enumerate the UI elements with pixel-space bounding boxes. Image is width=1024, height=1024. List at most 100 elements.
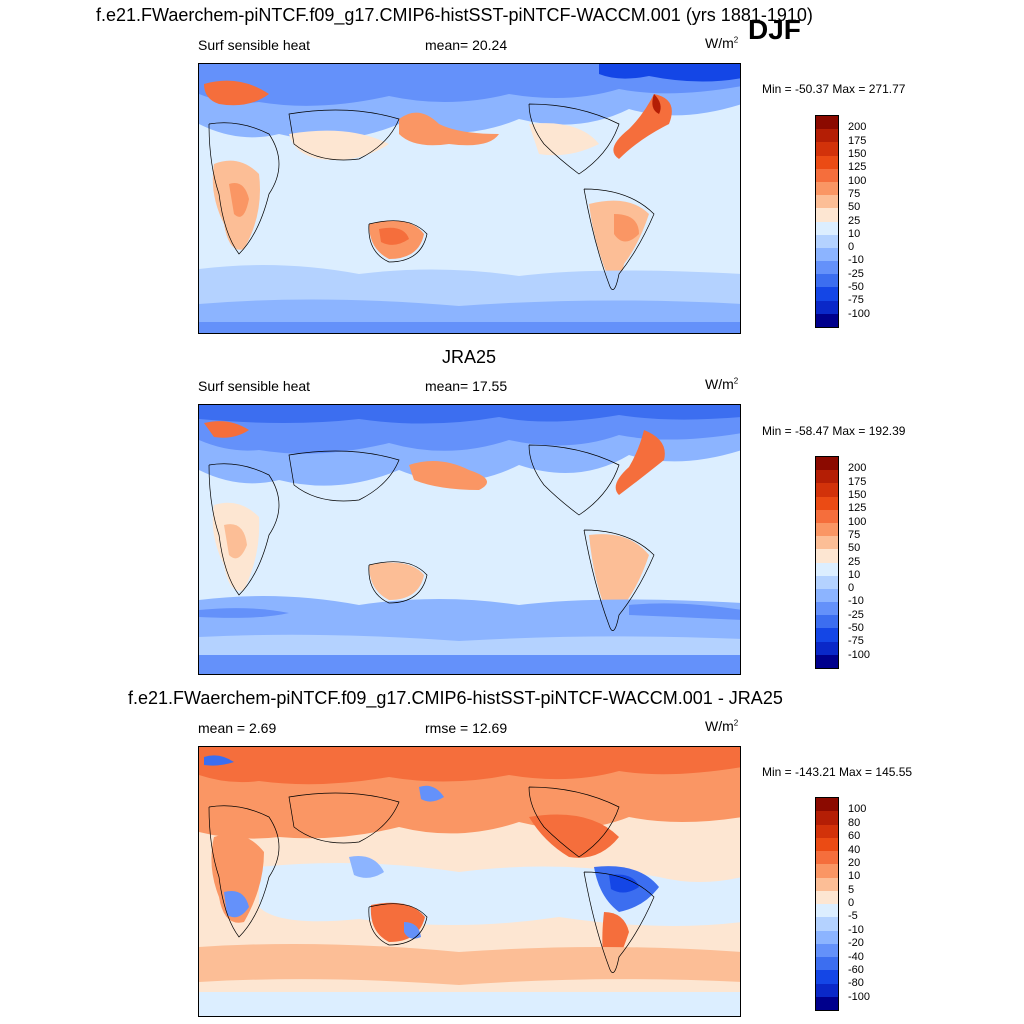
colorbar-swatch: [816, 654, 838, 668]
panel-3-map: [198, 746, 741, 1017]
panel-3-rmse: rmse = 12.69: [425, 720, 508, 736]
colorbar-swatch: [816, 221, 838, 235]
colorbar-swatch: [816, 247, 838, 262]
colorbar-swatch: [816, 851, 838, 865]
panel-2-minmax: Min = -58.47 Max = 192.39: [762, 424, 906, 438]
colorbar-tick-label: 5: [848, 883, 855, 896]
colorbar-swatch: [816, 957, 838, 971]
colorbar-swatch: [816, 234, 838, 248]
colorbar-tick-label: 125: [848, 161, 867, 174]
colorbar-tick-label: -75: [848, 635, 864, 648]
colorbar-swatch: [816, 877, 838, 891]
colorbar-tick-label: -50: [848, 281, 864, 294]
panel-2-colorbar: [815, 456, 839, 669]
colorbar-swatch: [816, 181, 838, 196]
colorbar-tick-label: 75: [848, 187, 861, 200]
panel-1-variable-label: Surf sensible heat: [198, 37, 311, 53]
colorbar-swatch: [816, 536, 838, 550]
panel-1-colorbar: [815, 115, 839, 328]
colorbar-swatch: [816, 602, 838, 616]
colorbar-tick-label: 10: [848, 568, 861, 581]
colorbar-tick-label: -10: [848, 254, 864, 267]
colorbar-swatch: [816, 168, 838, 182]
panel-3-minmax: Min = -143.21 Max = 145.55: [762, 765, 913, 779]
colorbar-swatch: [816, 943, 838, 957]
colorbar-swatch: [816, 983, 838, 997]
colorbar-tick-label: 25: [848, 555, 861, 568]
colorbar-swatch: [816, 483, 838, 497]
colorbar-swatch: [816, 864, 838, 878]
colorbar-swatch: [816, 970, 838, 984]
season-label: DJF: [748, 14, 801, 45]
colorbar-swatch: [816, 208, 838, 222]
panel-3-title: f.e21.FWaerchem-piNTCF.f09_g17.CMIP6-his…: [128, 688, 783, 708]
colorbar-swatch: [816, 811, 838, 825]
colorbar-tick-label: -100: [848, 990, 871, 1003]
colorbar-tick-label: 200: [848, 121, 867, 134]
colorbar-tick-label: 125: [848, 502, 867, 515]
panel-2-variable-label: Surf sensible heat: [198, 378, 311, 394]
colorbar-swatch: [816, 904, 838, 918]
colorbar-swatch: [816, 300, 838, 314]
colorbar-tick-label: -100: [848, 307, 871, 320]
colorbar-tick-label: -40: [848, 950, 864, 963]
colorbar-swatch: [816, 470, 838, 484]
colorbar-tick-label: 75: [848, 528, 861, 541]
colorbar-swatch: [816, 274, 838, 288]
panel-1-units: W/m2: [705, 35, 739, 51]
colorbar-tick-label: -25: [848, 608, 864, 621]
colorbar-swatch: [816, 522, 838, 537]
panel-1-map: [198, 63, 741, 334]
panel-2-title: JRA25: [442, 347, 497, 367]
colorbar-swatch: [816, 996, 838, 1010]
colorbar-tick-label: 50: [848, 542, 861, 555]
colorbar-swatch: [816, 641, 838, 655]
colorbar-tick-label: 25: [848, 214, 861, 227]
colorbar-tick-label: 150: [848, 147, 867, 160]
panel-2-map: [198, 404, 741, 675]
panel-2-units: W/m2: [705, 376, 739, 392]
colorbar-tick-label: -50: [848, 622, 864, 635]
colorbar-swatch: [816, 142, 838, 156]
colorbar-swatch: [816, 287, 838, 301]
colorbar-tick-label: 10: [848, 870, 861, 883]
colorbar-tick-label: 100: [848, 803, 867, 816]
colorbar-tick-label: 10: [848, 227, 861, 240]
colorbar-swatch: [816, 575, 838, 589]
colorbar-swatch: [816, 457, 838, 471]
panel-3-colorbar: [815, 797, 839, 1011]
colorbar-swatch: [816, 837, 838, 851]
colorbar-tick-label: 20: [848, 856, 861, 869]
colorbar-swatch: [816, 562, 838, 576]
colorbar-swatch: [816, 917, 838, 931]
colorbar-tick-label: 175: [848, 475, 867, 488]
colorbar-swatch: [816, 890, 838, 904]
colorbar-tick-label: 50: [848, 201, 861, 214]
colorbar-tick-label: -60: [848, 963, 864, 976]
panel-3-units: W/m2: [705, 718, 739, 734]
colorbar-tick-label: 175: [848, 134, 867, 147]
colorbar-tick-label: 200: [848, 462, 867, 475]
colorbar-swatch: [816, 615, 838, 629]
colorbar-swatch: [816, 129, 838, 143]
panel-1-minmax: Min = -50.37 Max = 271.77: [762, 82, 906, 96]
colorbar-tick-label: -80: [848, 977, 864, 990]
colorbar-swatch: [816, 261, 838, 275]
colorbar-tick-label: 100: [848, 174, 867, 187]
panel-3-mean: mean = 2.69: [198, 720, 277, 736]
colorbar-tick-label: 100: [848, 515, 867, 528]
colorbar-tick-label: -10: [848, 595, 864, 608]
colorbar-tick-label: -5: [848, 910, 858, 923]
colorbar-swatch: [816, 195, 838, 209]
colorbar-tick-label: 60: [848, 830, 861, 843]
colorbar-tick-label: 40: [848, 843, 861, 856]
colorbar-tick-label: -10: [848, 923, 864, 936]
colorbar-swatch: [816, 824, 838, 838]
panel-1-mean: mean= 20.24: [425, 37, 508, 53]
colorbar-swatch: [816, 588, 838, 603]
colorbar-swatch: [816, 509, 838, 523]
colorbar-swatch: [816, 313, 838, 327]
colorbar-tick-label: 0: [848, 897, 855, 909]
colorbar-swatch: [816, 496, 838, 510]
figure-title: f.e21.FWaerchem-piNTCF.f09_g17.CMIP6-his…: [96, 5, 813, 25]
